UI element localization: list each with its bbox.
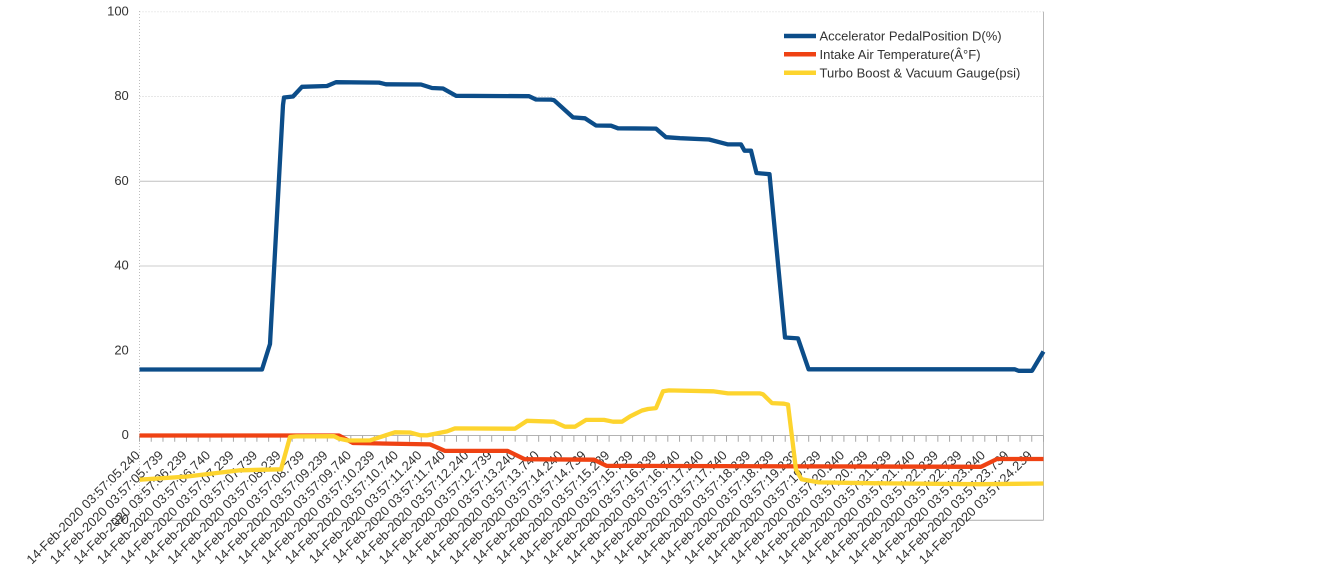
svg-text:Turbo Boost & Vacuum Gauge(psi: Turbo Boost & Vacuum Gauge(psi) xyxy=(820,65,1021,80)
svg-text:Intake Air Temperature(Â°F): Intake Air Temperature(Â°F) xyxy=(820,47,981,62)
svg-text:40: 40 xyxy=(114,258,128,273)
svg-text:100: 100 xyxy=(107,3,129,18)
svg-text:60: 60 xyxy=(114,173,128,188)
svg-text:20: 20 xyxy=(114,342,128,357)
svg-text:Accelerator PedalPosition D(%): Accelerator PedalPosition D(%) xyxy=(820,29,1002,44)
svg-text:0: 0 xyxy=(122,427,129,442)
svg-text:80: 80 xyxy=(114,88,128,103)
svg-text:-20: -20 xyxy=(110,512,129,527)
